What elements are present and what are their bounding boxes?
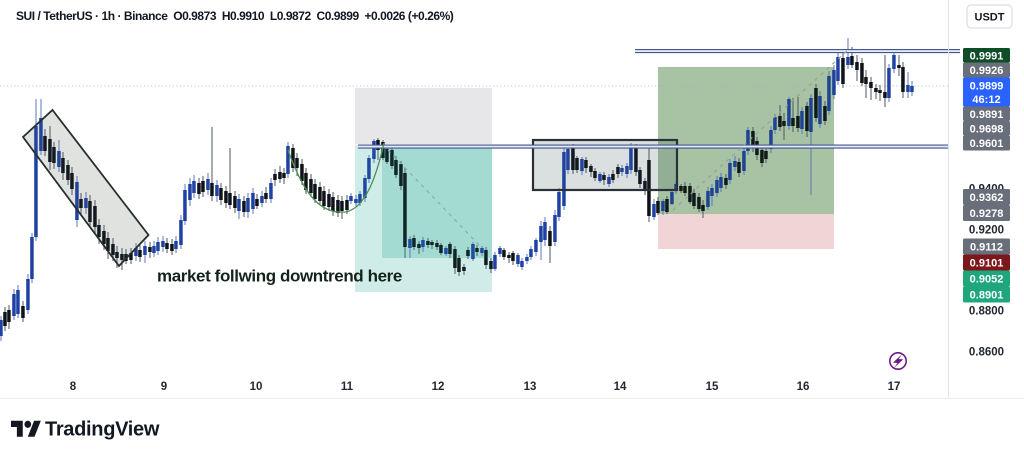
svg-text:SUI / TetherUS · 1h · Binance: SUI / TetherUS · 1h · Binance O0.9873 H0…	[16, 9, 454, 23]
svg-text:14: 14	[614, 381, 627, 393]
svg-text:0.9200: 0.9200	[969, 225, 1004, 237]
svg-text:16: 16	[797, 381, 810, 393]
svg-text:TradingView: TradingView	[45, 419, 160, 441]
svg-text:0.8800: 0.8800	[969, 306, 1004, 318]
svg-text:11: 11	[341, 381, 354, 393]
svg-text:0.9052: 0.9052	[970, 274, 1004, 286]
svg-text:0.9362: 0.9362	[970, 192, 1004, 204]
svg-text:0.8901: 0.8901	[970, 290, 1004, 302]
svg-text:USDT: USDT	[975, 12, 1005, 24]
svg-text:12: 12	[432, 381, 445, 393]
svg-text:0.9601: 0.9601	[970, 138, 1004, 150]
svg-text:15: 15	[706, 381, 719, 393]
svg-text:0.9698: 0.9698	[970, 123, 1004, 135]
svg-text:17: 17	[888, 381, 901, 393]
svg-text:0.9899: 0.9899	[970, 80, 1004, 92]
svg-text:0.9278: 0.9278	[970, 208, 1004, 220]
svg-text:46:12: 46:12	[972, 94, 1000, 106]
svg-text:9: 9	[161, 381, 167, 393]
svg-text:0.9926: 0.9926	[970, 65, 1004, 77]
svg-text:0.8600: 0.8600	[969, 347, 1004, 359]
svg-text:0.9891: 0.9891	[970, 109, 1004, 121]
svg-text:13: 13	[524, 381, 537, 393]
svg-text:0.9101: 0.9101	[970, 258, 1004, 270]
svg-text:market follwing downtrend here: market follwing downtrend here	[157, 267, 402, 286]
svg-text:10: 10	[250, 381, 263, 393]
svg-text:8: 8	[70, 381, 77, 393]
svg-text:0.9991: 0.9991	[970, 50, 1004, 62]
svg-text:0.9112: 0.9112	[970, 242, 1003, 254]
